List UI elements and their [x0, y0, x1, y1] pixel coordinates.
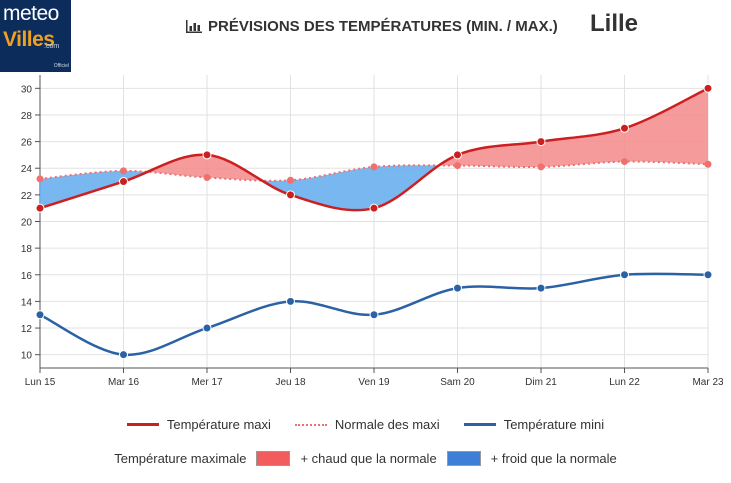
- city-name: Lille: [590, 10, 639, 37]
- point-max: [369, 203, 379, 213]
- cold-area: [40, 161, 708, 211]
- legend-series: Température maxi Normale des maxi Tempér…: [0, 417, 731, 432]
- legend-label-normal: Normale des maxi: [334, 417, 440, 432]
- point-normal: [454, 162, 461, 170]
- point-min: [286, 296, 295, 306]
- y-tick-label: 20: [21, 218, 33, 229]
- point-min: [35, 310, 45, 320]
- legend-fill-title: Température maximale: [114, 451, 247, 466]
- x-tick-label: Jeu 18: [275, 377, 305, 388]
- y-tick-label: 22: [21, 191, 33, 202]
- x-tick-label: Ven 19: [358, 377, 390, 388]
- legend-line-normal: [294, 423, 327, 426]
- chart-title: PRÉVISIONS DES TEMPÉRATURES (MIN. / MAX.…: [208, 18, 558, 35]
- legend-label-min: Température mini: [503, 417, 605, 432]
- point-min: [620, 270, 629, 280]
- point-normal: [537, 163, 545, 171]
- legend-cold-label: + froid que la normale: [490, 451, 617, 466]
- legend-item-min[interactable]: Température mini: [463, 417, 605, 432]
- page-title: PRÉVISIONS DES TEMPÉRATURES (MIN. / MAX.…: [186, 18, 558, 35]
- x-tick-label: Mar 23: [692, 377, 724, 388]
- legend-cold-swatch: [446, 451, 481, 466]
- x-tick-label: Sam 20: [440, 377, 475, 388]
- legend-line-min: [463, 423, 496, 426]
- logo-text-meteo: meteo: [3, 2, 59, 25]
- meteovilles-logo[interactable]: meteo Villes .com Officiel: [0, 0, 71, 72]
- y-tick-label: 28: [21, 111, 33, 122]
- x-tick-label: Mer 17: [191, 377, 223, 388]
- logo-text-villes: Villes: [3, 28, 55, 51]
- y-tick-label: 12: [21, 324, 33, 335]
- bar-chart-icon: [186, 20, 202, 33]
- y-tick-label: 16: [21, 271, 33, 282]
- logo-text-com: .com: [44, 43, 60, 50]
- point-max: [35, 203, 45, 213]
- point-min: [202, 323, 212, 333]
- legend-item-max[interactable]: Température maxi: [126, 417, 271, 432]
- point-max: [620, 123, 629, 133]
- point-normal: [203, 174, 211, 182]
- point-max: [286, 190, 295, 200]
- legend-warm-label: + chaud que la normale: [300, 451, 437, 466]
- x-tick-label: Lun 22: [609, 377, 640, 388]
- y-tick-label: 30: [21, 84, 33, 95]
- x-tick-label: Lun 15: [25, 377, 56, 388]
- temperature-chart: 10 12 14 16 18 20 22 24 26 28 30 Lun 15 Mar 16 Mer 17…: [21, 75, 724, 388]
- point-normal: [36, 175, 44, 183]
- legend-label-max: Température maxi: [166, 417, 271, 432]
- point-max: [453, 150, 462, 160]
- x-tick-label: Dim 21: [525, 377, 557, 388]
- y-tick-label: 14: [21, 297, 33, 308]
- point-max: [202, 150, 212, 160]
- legend-warm-swatch: [256, 451, 291, 466]
- point-normal: [704, 160, 712, 168]
- y-tick-label: 26: [21, 138, 33, 149]
- point-normal: [621, 158, 628, 166]
- warm-area: [40, 88, 708, 181]
- legend-fill: Température maximale + chaud que la norm…: [0, 451, 731, 466]
- point-min: [536, 283, 546, 293]
- y-tick-label: 18: [21, 244, 33, 255]
- point-min: [703, 270, 713, 280]
- point-max: [703, 83, 713, 93]
- point-normal: [287, 176, 294, 184]
- y-tick-label: 10: [21, 351, 33, 362]
- point-max: [119, 177, 128, 187]
- point-max: [536, 137, 546, 147]
- point-normal: [120, 167, 127, 175]
- point-min: [453, 283, 462, 293]
- legend-line-max: [126, 423, 159, 426]
- legend-item-normal[interactable]: Normale des maxi: [294, 417, 440, 432]
- point-min: [119, 350, 128, 360]
- y-tick-label: 24: [21, 164, 33, 175]
- x-tick-label: Mar 16: [108, 377, 140, 388]
- logo-text-officiel: Officiel: [53, 63, 69, 69]
- point-min: [369, 310, 379, 320]
- point-normal: [370, 163, 378, 171]
